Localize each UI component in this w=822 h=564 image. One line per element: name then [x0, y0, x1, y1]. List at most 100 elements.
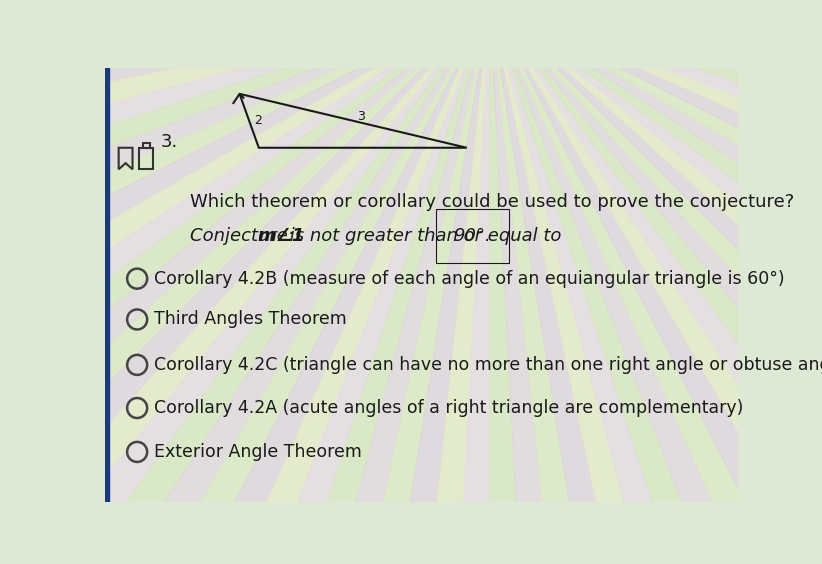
Polygon shape	[441, 2, 490, 564]
Polygon shape	[0, 2, 490, 505]
Polygon shape	[490, 2, 822, 545]
Polygon shape	[0, 2, 490, 241]
Polygon shape	[490, 2, 822, 564]
Polygon shape	[0, 0, 490, 2]
Polygon shape	[0, 0, 490, 2]
Polygon shape	[0, 0, 490, 2]
Polygon shape	[0, 2, 490, 564]
Polygon shape	[0, 2, 490, 193]
Polygon shape	[0, 0, 490, 2]
Polygon shape	[490, 2, 822, 333]
Polygon shape	[490, 0, 775, 2]
Polygon shape	[0, 2, 490, 421]
Polygon shape	[490, 2, 822, 564]
Bar	[105, 68, 109, 502]
Polygon shape	[490, 0, 822, 2]
Text: Conjecture:: Conjecture:	[190, 227, 299, 245]
Polygon shape	[345, 0, 490, 2]
Polygon shape	[0, 0, 490, 2]
Polygon shape	[0, 0, 490, 2]
Polygon shape	[490, 0, 822, 2]
Polygon shape	[0, 2, 490, 564]
Polygon shape	[490, 0, 822, 2]
Polygon shape	[114, 2, 490, 564]
Polygon shape	[490, 0, 822, 2]
Polygon shape	[205, 0, 490, 2]
Text: Third Angles Theorem: Third Angles Theorem	[154, 310, 347, 328]
Polygon shape	[0, 0, 490, 2]
Polygon shape	[490, 0, 822, 2]
Polygon shape	[205, 2, 490, 564]
Polygon shape	[490, 2, 822, 564]
Polygon shape	[490, 2, 822, 146]
Polygon shape	[251, 0, 490, 2]
Text: is not greater than or equal to: is not greater than or equal to	[284, 227, 567, 245]
Polygon shape	[490, 0, 822, 2]
Polygon shape	[490, 2, 729, 564]
Polygon shape	[0, 2, 490, 564]
Text: Corollary 4.2A (acute angles of a right triangle are complementary): Corollary 4.2A (acute angles of a right …	[154, 399, 743, 417]
Polygon shape	[490, 0, 822, 2]
Polygon shape	[0, 2, 490, 564]
Polygon shape	[490, 2, 822, 464]
Polygon shape	[490, 2, 822, 564]
Text: Corollary 4.2B (measure of each angle of an equiangular triangle is 60°): Corollary 4.2B (measure of each angle of…	[154, 270, 785, 288]
Polygon shape	[490, 0, 822, 2]
Text: 3.: 3.	[160, 133, 178, 151]
Polygon shape	[0, 0, 490, 2]
Polygon shape	[490, 2, 586, 564]
Polygon shape	[490, 2, 821, 564]
Polygon shape	[490, 0, 822, 2]
Polygon shape	[490, 0, 822, 2]
Polygon shape	[0, 0, 490, 2]
Polygon shape	[490, 0, 822, 2]
Polygon shape	[0, 2, 490, 464]
Polygon shape	[0, 0, 490, 2]
Polygon shape	[490, 0, 822, 2]
Polygon shape	[490, 2, 822, 564]
Polygon shape	[0, 2, 490, 564]
Polygon shape	[0, 0, 490, 2]
Polygon shape	[0, 2, 490, 564]
Polygon shape	[490, 0, 822, 2]
Polygon shape	[490, 2, 822, 287]
Polygon shape	[71, 2, 490, 564]
Polygon shape	[251, 2, 490, 564]
Polygon shape	[490, 0, 822, 2]
Polygon shape	[298, 2, 490, 564]
Polygon shape	[490, 2, 822, 564]
Polygon shape	[0, 0, 490, 2]
Polygon shape	[0, 0, 490, 2]
Polygon shape	[0, 2, 490, 377]
Polygon shape	[0, 2, 490, 564]
Polygon shape	[490, 0, 635, 2]
Polygon shape	[114, 0, 490, 2]
Text: Corollary 4.2C (triangle can have no more than one right angle or obtuse angle): Corollary 4.2C (triangle can have no mor…	[154, 356, 822, 374]
Polygon shape	[298, 0, 490, 2]
Polygon shape	[490, 2, 822, 50]
Polygon shape	[159, 2, 490, 564]
Polygon shape	[28, 2, 490, 564]
Polygon shape	[490, 0, 822, 2]
Polygon shape	[0, 0, 490, 2]
Polygon shape	[490, 0, 822, 2]
Text: Which theorem or corollary could be used to prove the conjecture?: Which theorem or corollary could be used…	[190, 193, 794, 211]
Polygon shape	[490, 2, 682, 564]
Polygon shape	[0, 0, 490, 2]
Polygon shape	[0, 0, 490, 2]
Polygon shape	[490, 2, 538, 564]
Polygon shape	[490, 2, 775, 564]
Text: Exterior Angle Theorem: Exterior Angle Theorem	[154, 443, 362, 461]
Polygon shape	[159, 0, 490, 2]
Text: 3: 3	[357, 111, 365, 124]
Polygon shape	[28, 0, 490, 2]
Polygon shape	[0, 0, 490, 2]
Polygon shape	[0, 0, 490, 2]
Polygon shape	[490, 2, 822, 564]
Polygon shape	[0, 2, 490, 545]
Polygon shape	[0, 2, 490, 564]
Polygon shape	[490, 0, 822, 2]
Text: 2: 2	[255, 114, 262, 127]
Polygon shape	[71, 0, 490, 2]
Polygon shape	[490, 2, 822, 98]
